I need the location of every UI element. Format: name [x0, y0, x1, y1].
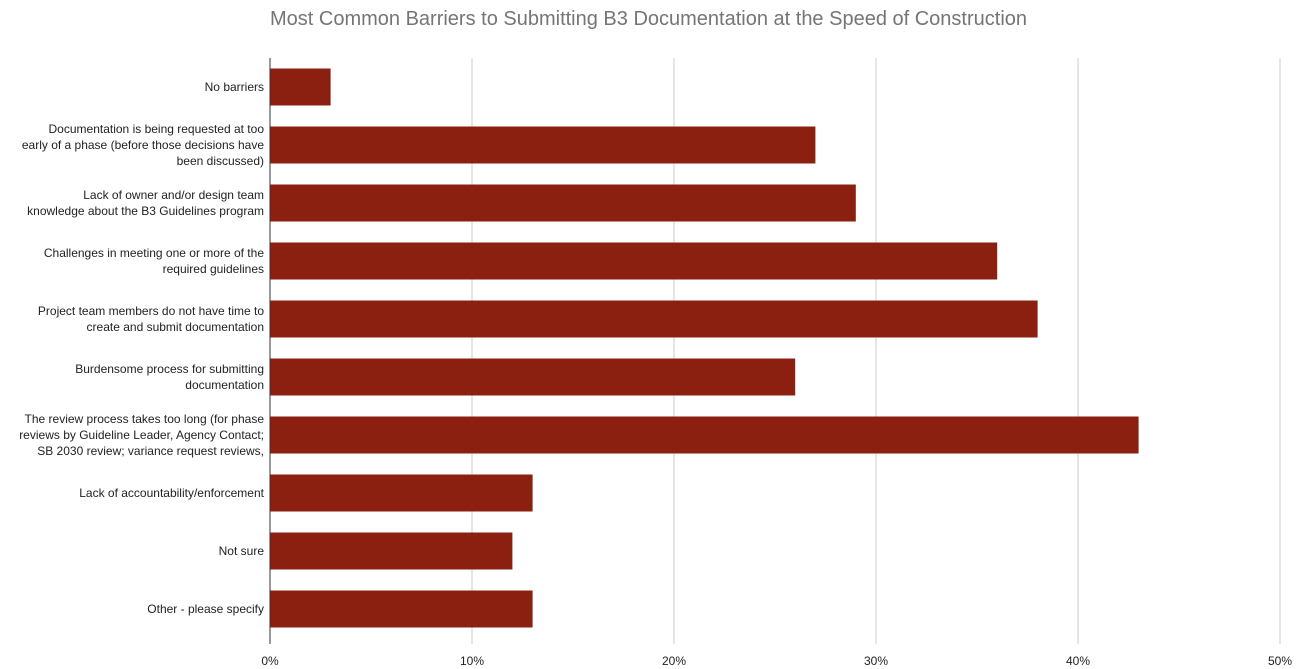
bar	[270, 532, 513, 570]
category-label: Not sure	[219, 544, 265, 558]
bar	[270, 242, 998, 280]
category-label-line: Project team members do not have time to	[38, 304, 264, 318]
category-label: The review process takes too long (for p…	[19, 412, 264, 458]
bar	[270, 474, 533, 512]
x-tick-label: 30%	[864, 654, 888, 668]
chart-title: Most Common Barriers to Submitting B3 Do…	[269, 8, 1028, 30]
category-label: No barriers	[205, 80, 264, 94]
x-tick-label: 40%	[1066, 654, 1090, 668]
bar	[270, 184, 856, 222]
category-label: Other - please specify	[147, 602, 264, 616]
bar	[270, 126, 816, 164]
category-label: Burdensome process for submitting documen…	[75, 362, 264, 392]
category-label-line: Burdensome process for submitting	[75, 362, 264, 376]
category-label-line: Not sure	[219, 544, 265, 558]
x-tick-label: 0%	[261, 654, 279, 668]
category-label-line: documentation	[185, 378, 264, 392]
category-label: Lack of owner and/or design team knowledg…	[27, 188, 264, 218]
bar	[270, 590, 533, 628]
category-label-line: The review process takes too long (for p…	[25, 412, 265, 426]
category-label: Project team members do not have time to…	[38, 304, 264, 334]
category-label-line: knowledge about the B3 Guidelines progra…	[27, 204, 264, 218]
category-label: Lack of accountability/enforcement	[79, 486, 264, 500]
category-label-line: create and submit documentation	[87, 320, 264, 334]
category-label-line: Other - please specify	[147, 602, 264, 616]
category-label-line: No barriers	[205, 80, 264, 94]
category-label-line: Documentation is being requested at too	[49, 122, 265, 136]
x-tick-label: 20%	[662, 654, 686, 668]
x-tick-label: 10%	[460, 654, 484, 668]
bar	[270, 300, 1038, 338]
bar	[270, 68, 331, 106]
category-label-line: SB 2030 review; variance request reviews…	[37, 444, 264, 458]
category-label-line: Challenges in meeting one or more of the	[44, 246, 264, 260]
category-label-line: early of a phase (before those decisions…	[22, 138, 264, 152]
category-label-line: Lack of owner and/or design team	[83, 188, 264, 202]
category-label-line: been discussed)	[177, 154, 264, 168]
category-label-line: reviews by Guideline Leader, Agency Cont…	[19, 428, 264, 442]
bar	[270, 358, 796, 396]
category-label-line: required guidelines	[163, 262, 264, 276]
category-label: Challenges in meeting one or more of the…	[44, 246, 264, 276]
category-label: Documentation is being requested at too e…	[22, 122, 264, 168]
category-label-line: Lack of accountability/enforcement	[79, 486, 264, 500]
bar	[270, 416, 1139, 454]
x-tick-label: 50%	[1268, 654, 1292, 668]
